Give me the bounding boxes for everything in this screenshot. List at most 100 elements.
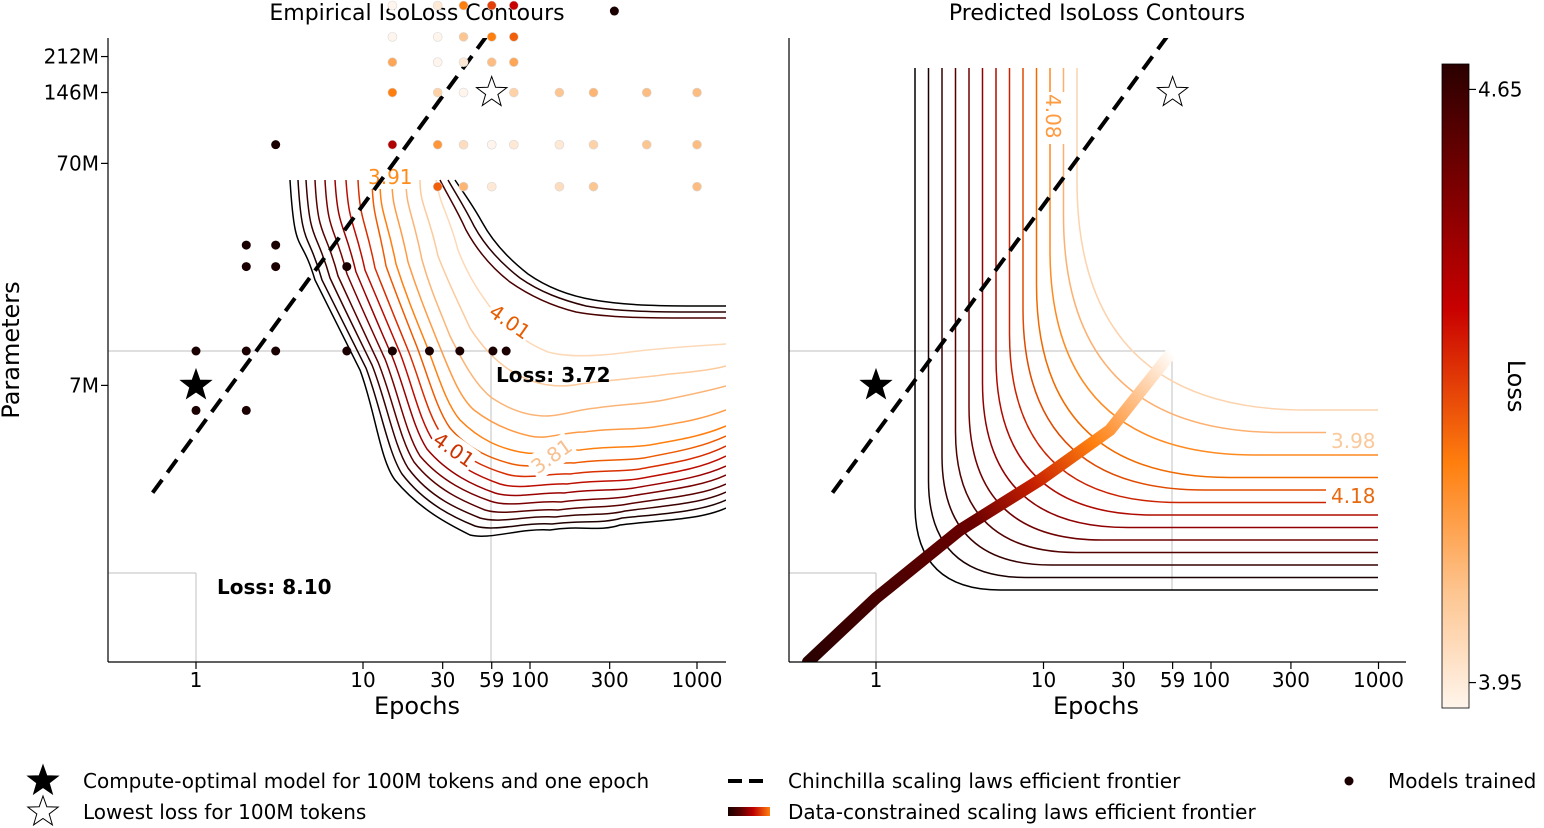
left-panel: Empirical IsoLoss Contours — [0, 0, 726, 720]
model-point — [191, 405, 201, 415]
gradient-line-icon — [728, 807, 770, 816]
legend: Compute-optimal model for 100M tokens an… — [26, 763, 1536, 827]
legend-label: Models trained — [1388, 769, 1536, 793]
model-point-loss — [486, 139, 497, 150]
label-bg — [524, 431, 579, 481]
x-tick-label: 1000 — [672, 668, 723, 692]
empirical-contour-line — [371, 179, 726, 467]
predicted-contour-line — [1022, 68, 1378, 491]
x-tick-label: 300 — [591, 668, 629, 692]
label-bg — [1326, 482, 1378, 508]
legend-item-compute-optimal: Compute-optimal model for 100M tokens an… — [26, 763, 649, 796]
label-bg — [1042, 92, 1066, 144]
model-point-loss — [387, 139, 398, 150]
y-tick-label: 7M — [69, 373, 99, 397]
right-panel-title: Predicted IsoLoss Contours — [949, 1, 1245, 26]
legend-item-chinchilla: Chinchilla scaling laws efficient fronti… — [728, 769, 1181, 793]
colorbar-ticks: 4.65 3.95 — [1469, 77, 1523, 695]
model-point-loss — [432, 87, 443, 98]
predicted-contour-lines — [914, 68, 1378, 591]
legend-label: Compute-optimal model for 100M tokens an… — [83, 769, 649, 793]
model-point-loss — [432, 57, 443, 67]
filled-star-icon — [26, 763, 60, 796]
predicted-contour-line — [1049, 68, 1378, 456]
model-point-loss — [458, 57, 469, 67]
model-point-loss — [432, 139, 443, 150]
empirical-contour-line — [391, 179, 726, 438]
contour-label: 4.18 — [1331, 484, 1376, 508]
model-point-loss — [692, 181, 702, 192]
x-tick-label: 100 — [1192, 668, 1230, 692]
right-x-ticks: 1 10 30 59 100 300 1000 — [870, 662, 1404, 692]
lowest-loss-star-icon — [475, 75, 509, 107]
model-point-loss — [692, 139, 702, 150]
label-bg — [1326, 427, 1378, 453]
empirical-contour-line — [454, 179, 726, 307]
model-point — [271, 240, 281, 250]
empirical-contour-lines — [289, 179, 726, 537]
model-point-loss — [387, 0, 398, 11]
x-tick-label: 300 — [1272, 668, 1310, 692]
model-point-loss — [509, 57, 519, 67]
right-x-axis-label: Epochs — [1053, 692, 1139, 720]
right-guide-lines — [789, 350, 1173, 662]
empirical-contour-line — [334, 179, 726, 497]
empirical-contour-line — [379, 179, 726, 455]
predicted-contour-line — [954, 68, 1378, 554]
legend-item-lowest-loss: Lowest loss for 100M tokens — [26, 794, 366, 827]
colorbar-tick-label: 3.95 — [1478, 671, 1523, 695]
empirical-contour-line — [419, 179, 726, 387]
predicted-contour-line — [1035, 68, 1378, 479]
models-trained-points — [191, 6, 619, 415]
empirical-contour-line — [314, 179, 726, 513]
legend-label: Data-constrained scaling laws efficient … — [788, 800, 1256, 824]
model-point-loss — [692, 87, 702, 98]
empirical-contour-line — [297, 179, 726, 529]
model-point-loss — [432, 181, 443, 192]
model-point-loss — [458, 0, 469, 11]
left-y-ticks: 7M70M146M212M709M2129M7098M — [44, 45, 108, 397]
empirical-contour-line — [289, 179, 726, 537]
predicted-contour-line — [968, 68, 1378, 541]
y-tick-label: 146M — [44, 81, 99, 105]
predicted-contour-line — [1062, 68, 1378, 434]
dot-icon — [1344, 776, 1354, 786]
model-point-loss — [554, 87, 565, 98]
left-panel-title: Empirical IsoLoss Contours — [269, 1, 564, 26]
legend-label: Lowest loss for 100M tokens — [83, 800, 366, 824]
loss-label-lowest: Loss: 3.72 — [496, 363, 611, 387]
hollow-star-icon — [26, 794, 60, 827]
colorbar-label: Loss — [1502, 360, 1530, 413]
model-point — [241, 346, 251, 356]
model-point-loss — [641, 87, 652, 98]
model-point — [455, 346, 465, 356]
label-bg — [482, 297, 537, 347]
model-point-loss — [458, 87, 469, 98]
model-point — [271, 346, 281, 356]
predicted-contour-line — [927, 68, 1378, 579]
left-markers — [179, 75, 509, 400]
model-point-loss — [509, 32, 519, 42]
data-constrained-frontier-line — [802, 346, 1178, 662]
left-guide-lines — [108, 350, 492, 662]
contour-label: 3.98 — [1331, 429, 1376, 453]
chinchilla-frontier-line — [151, 38, 488, 494]
compute-optimal-star-icon — [179, 367, 213, 400]
model-point-loss — [458, 181, 469, 192]
model-point-loss — [486, 32, 497, 42]
x-tick-label: 30 — [430, 668, 455, 692]
predicted-contour-line — [914, 68, 1378, 591]
left-contour-labels: 3.91 4.01 4.01 3.81 — [363, 163, 579, 481]
right-markers — [859, 74, 1190, 400]
model-point — [241, 240, 251, 250]
model-point-loss — [509, 139, 519, 150]
legend-item-data-constrained: Data-constrained scaling laws efficient … — [728, 800, 1256, 824]
model-point-loss — [387, 57, 398, 67]
model-point-loss — [387, 87, 398, 98]
model-point-loss — [509, 0, 519, 11]
compute-optimal-star-icon — [859, 367, 893, 400]
predicted-contour-line — [941, 68, 1378, 566]
predicted-contour-line — [1008, 68, 1378, 504]
x-tick-label: 10 — [350, 668, 375, 692]
x-tick-label: 30 — [1111, 668, 1136, 692]
